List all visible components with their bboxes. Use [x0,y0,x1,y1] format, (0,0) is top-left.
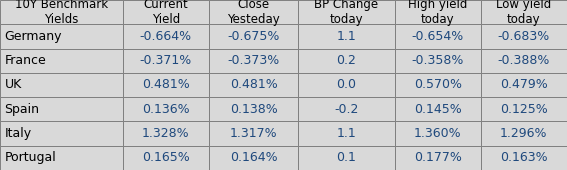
Bar [298,24,395,49]
Bar [122,121,209,146]
Text: Low yield
today: Low yield today [496,0,552,26]
Bar [122,73,209,97]
Text: 0.138%: 0.138% [230,103,277,116]
Text: 1.328%: 1.328% [142,127,189,140]
Text: 1.1: 1.1 [337,30,357,43]
Text: 0.163%: 0.163% [500,151,548,164]
Text: 0.177%: 0.177% [414,151,462,164]
Bar [298,73,395,97]
Text: -0.2: -0.2 [335,103,359,116]
Bar [0,0,122,24]
Text: UK: UK [5,79,22,91]
Text: Close
Yesteday: Close Yesteday [227,0,280,26]
Bar [395,97,481,121]
Bar [481,97,567,121]
Bar [298,0,395,24]
Text: 0.145%: 0.145% [414,103,462,116]
Text: -0.371%: -0.371% [139,54,192,67]
Text: -0.683%: -0.683% [498,30,550,43]
Bar [209,73,298,97]
Text: 0.136%: 0.136% [142,103,189,116]
Text: -0.388%: -0.388% [498,54,550,67]
Text: 0.479%: 0.479% [500,79,548,91]
Bar [209,97,298,121]
Bar [298,49,395,73]
Bar [122,49,209,73]
Bar [122,146,209,170]
Text: 0.0: 0.0 [336,79,357,91]
Bar [209,0,298,24]
Bar [395,49,481,73]
Bar [298,97,395,121]
Text: 10Y Benchmark
Yields: 10Y Benchmark Yields [15,0,108,26]
Text: 0.570%: 0.570% [414,79,462,91]
Text: Italy: Italy [5,127,32,140]
Bar [395,73,481,97]
Bar [481,0,567,24]
Text: -0.675%: -0.675% [227,30,280,43]
Bar [481,49,567,73]
Bar [395,121,481,146]
Bar [209,146,298,170]
Bar [481,146,567,170]
Bar [0,146,122,170]
Text: 0.164%: 0.164% [230,151,277,164]
Bar [209,121,298,146]
Text: Portugal: Portugal [5,151,56,164]
Bar [395,146,481,170]
Bar [395,24,481,49]
Text: -0.654%: -0.654% [412,30,464,43]
Text: Germany: Germany [5,30,62,43]
Bar [209,24,298,49]
Text: 0.481%: 0.481% [142,79,190,91]
Bar [209,49,298,73]
Text: High yield
today: High yield today [408,0,467,26]
Bar [0,49,122,73]
Bar [122,24,209,49]
Text: Spain: Spain [5,103,40,116]
Bar [481,73,567,97]
Bar [298,146,395,170]
Bar [481,121,567,146]
Text: 0.481%: 0.481% [230,79,277,91]
Text: BP Change
today: BP Change today [315,0,379,26]
Bar [0,24,122,49]
Text: -0.358%: -0.358% [412,54,464,67]
Bar [298,121,395,146]
Text: 1.296%: 1.296% [500,127,548,140]
Bar [122,0,209,24]
Text: 0.1: 0.1 [337,151,357,164]
Bar [0,121,122,146]
Bar [122,97,209,121]
Text: -0.373%: -0.373% [227,54,280,67]
Text: 1.1: 1.1 [337,127,357,140]
Bar [395,0,481,24]
Text: 1.317%: 1.317% [230,127,277,140]
Text: 0.165%: 0.165% [142,151,190,164]
Bar [0,73,122,97]
Text: -0.664%: -0.664% [139,30,192,43]
Text: 0.125%: 0.125% [500,103,548,116]
Bar [0,97,122,121]
Text: 0.2: 0.2 [337,54,357,67]
Text: 1.360%: 1.360% [414,127,462,140]
Text: France: France [5,54,46,67]
Bar [481,24,567,49]
Text: Current
Yield: Current Yield [143,0,188,26]
